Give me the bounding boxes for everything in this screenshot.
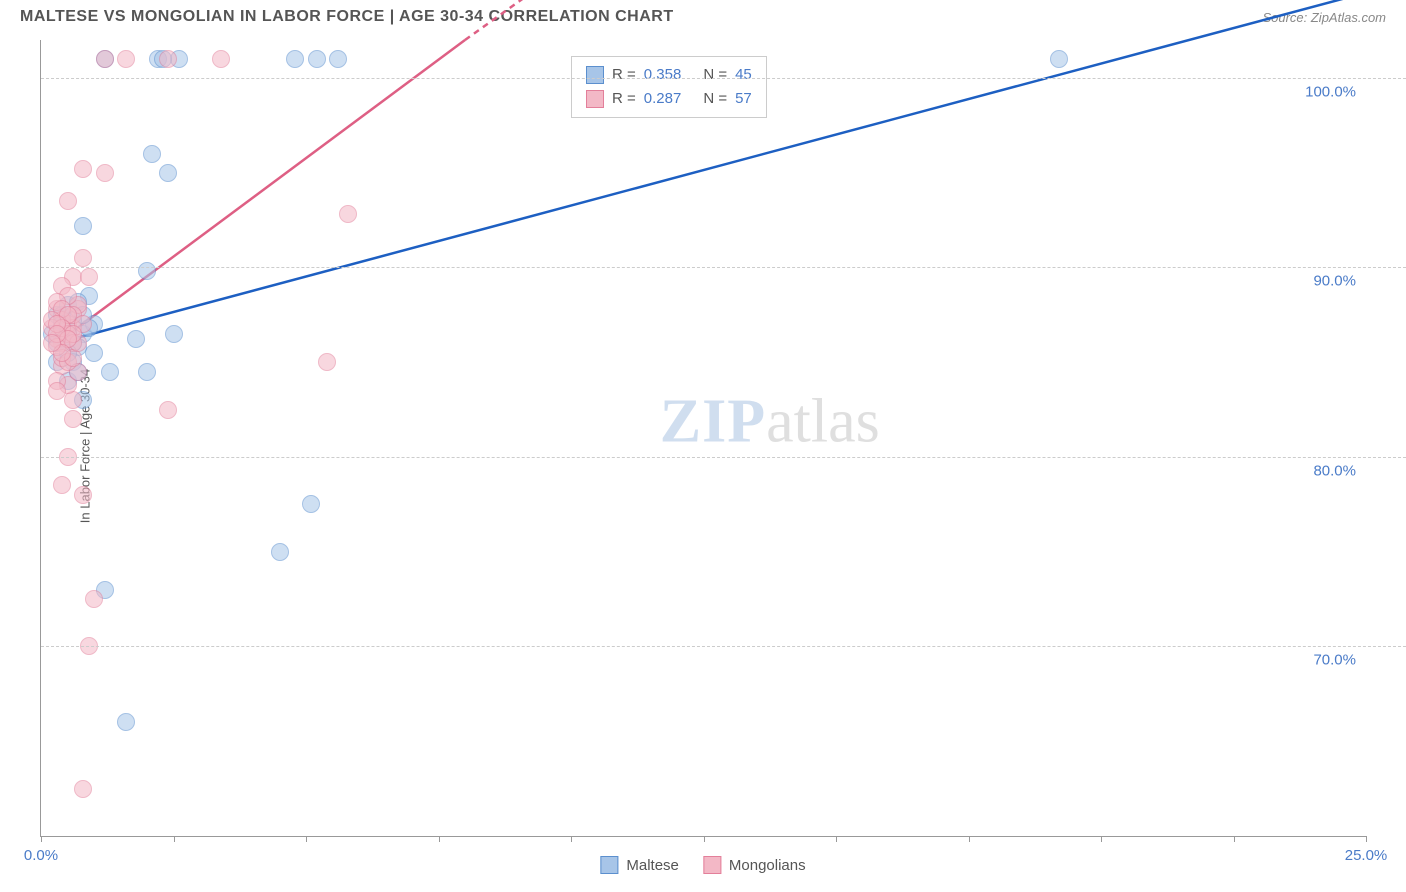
data-point bbox=[159, 50, 177, 68]
data-point bbox=[96, 164, 114, 182]
data-point bbox=[117, 50, 135, 68]
x-tick bbox=[1234, 836, 1235, 842]
legend-series-item: Mongolians bbox=[703, 856, 806, 874]
legend-swatch bbox=[703, 856, 721, 874]
legend-correlation-row: R = 0.358 N = 45 bbox=[586, 63, 752, 87]
legend-r-value: 0.287 bbox=[644, 87, 682, 111]
legend-series-item: Maltese bbox=[600, 856, 679, 874]
x-tick bbox=[836, 836, 837, 842]
legend-series-label: Mongolians bbox=[729, 857, 806, 874]
legend-swatch bbox=[600, 856, 618, 874]
trend-line bbox=[57, 40, 465, 343]
legend-n-label: N = bbox=[703, 63, 727, 87]
legend-r-label: R = bbox=[612, 87, 636, 111]
data-point bbox=[48, 382, 66, 400]
scatter-svg bbox=[41, 40, 1366, 836]
legend-correlation-row: R = 0.287 N = 57 bbox=[586, 87, 752, 111]
y-tick-label: 90.0% bbox=[1313, 273, 1356, 290]
data-point bbox=[101, 363, 119, 381]
gridline bbox=[41, 78, 1406, 79]
x-tick bbox=[41, 836, 42, 842]
x-tick bbox=[704, 836, 705, 842]
chart-header: MALTESE VS MONGOLIAN IN LABOR FORCE | AG… bbox=[0, 0, 1406, 30]
x-tick-label: 25.0% bbox=[1345, 847, 1388, 864]
data-point bbox=[96, 50, 114, 68]
legend-r-value: 0.358 bbox=[644, 63, 682, 87]
data-point bbox=[159, 401, 177, 419]
legend-swatch bbox=[586, 90, 604, 108]
gridline bbox=[41, 646, 1406, 647]
x-tick bbox=[439, 836, 440, 842]
data-point bbox=[271, 543, 289, 561]
data-point bbox=[212, 50, 230, 68]
chart-plot-area: ZIPatlas R = 0.358N = 45R = 0.287N = 57 … bbox=[40, 40, 1366, 837]
data-point bbox=[138, 363, 156, 381]
gridline bbox=[41, 457, 1406, 458]
x-tick bbox=[571, 836, 572, 842]
data-point bbox=[117, 713, 135, 731]
legend-correlation-box: R = 0.358 N = 45 R = 0.287 N = 57 bbox=[571, 56, 767, 118]
legend-n-value: 45 bbox=[735, 63, 752, 87]
data-point bbox=[329, 50, 347, 68]
legend-series-label: Maltese bbox=[626, 857, 679, 874]
data-point bbox=[43, 334, 61, 352]
y-tick-label: 80.0% bbox=[1313, 462, 1356, 479]
y-tick-label: 70.0% bbox=[1313, 652, 1356, 669]
x-tick bbox=[1101, 836, 1102, 842]
legend-r-label: R = bbox=[612, 63, 636, 87]
chart-title: MALTESE VS MONGOLIAN IN LABOR FORCE | AG… bbox=[20, 8, 674, 26]
x-tick bbox=[1366, 836, 1367, 842]
x-tick bbox=[174, 836, 175, 842]
data-point bbox=[159, 164, 177, 182]
legend-swatch bbox=[586, 66, 604, 84]
x-tick bbox=[306, 836, 307, 842]
data-point bbox=[143, 145, 161, 163]
y-tick-label: 100.0% bbox=[1305, 83, 1356, 100]
data-point bbox=[85, 344, 103, 362]
data-point bbox=[80, 268, 98, 286]
data-point bbox=[74, 217, 92, 235]
gridline bbox=[41, 267, 1406, 268]
chart-source: Source: ZipAtlas.com bbox=[1262, 10, 1386, 25]
data-point bbox=[1050, 50, 1068, 68]
legend-bottom: Maltese Mongolians bbox=[600, 856, 805, 874]
legend-n-value: 57 bbox=[735, 87, 752, 111]
data-point bbox=[308, 50, 326, 68]
data-point bbox=[165, 325, 183, 343]
data-point bbox=[64, 410, 82, 428]
data-point bbox=[59, 192, 77, 210]
legend-n-label: N = bbox=[703, 87, 727, 111]
data-point bbox=[74, 780, 92, 798]
x-tick bbox=[969, 836, 970, 842]
data-point bbox=[85, 590, 103, 608]
trend-line bbox=[57, 0, 1366, 343]
x-tick-label: 0.0% bbox=[24, 847, 58, 864]
